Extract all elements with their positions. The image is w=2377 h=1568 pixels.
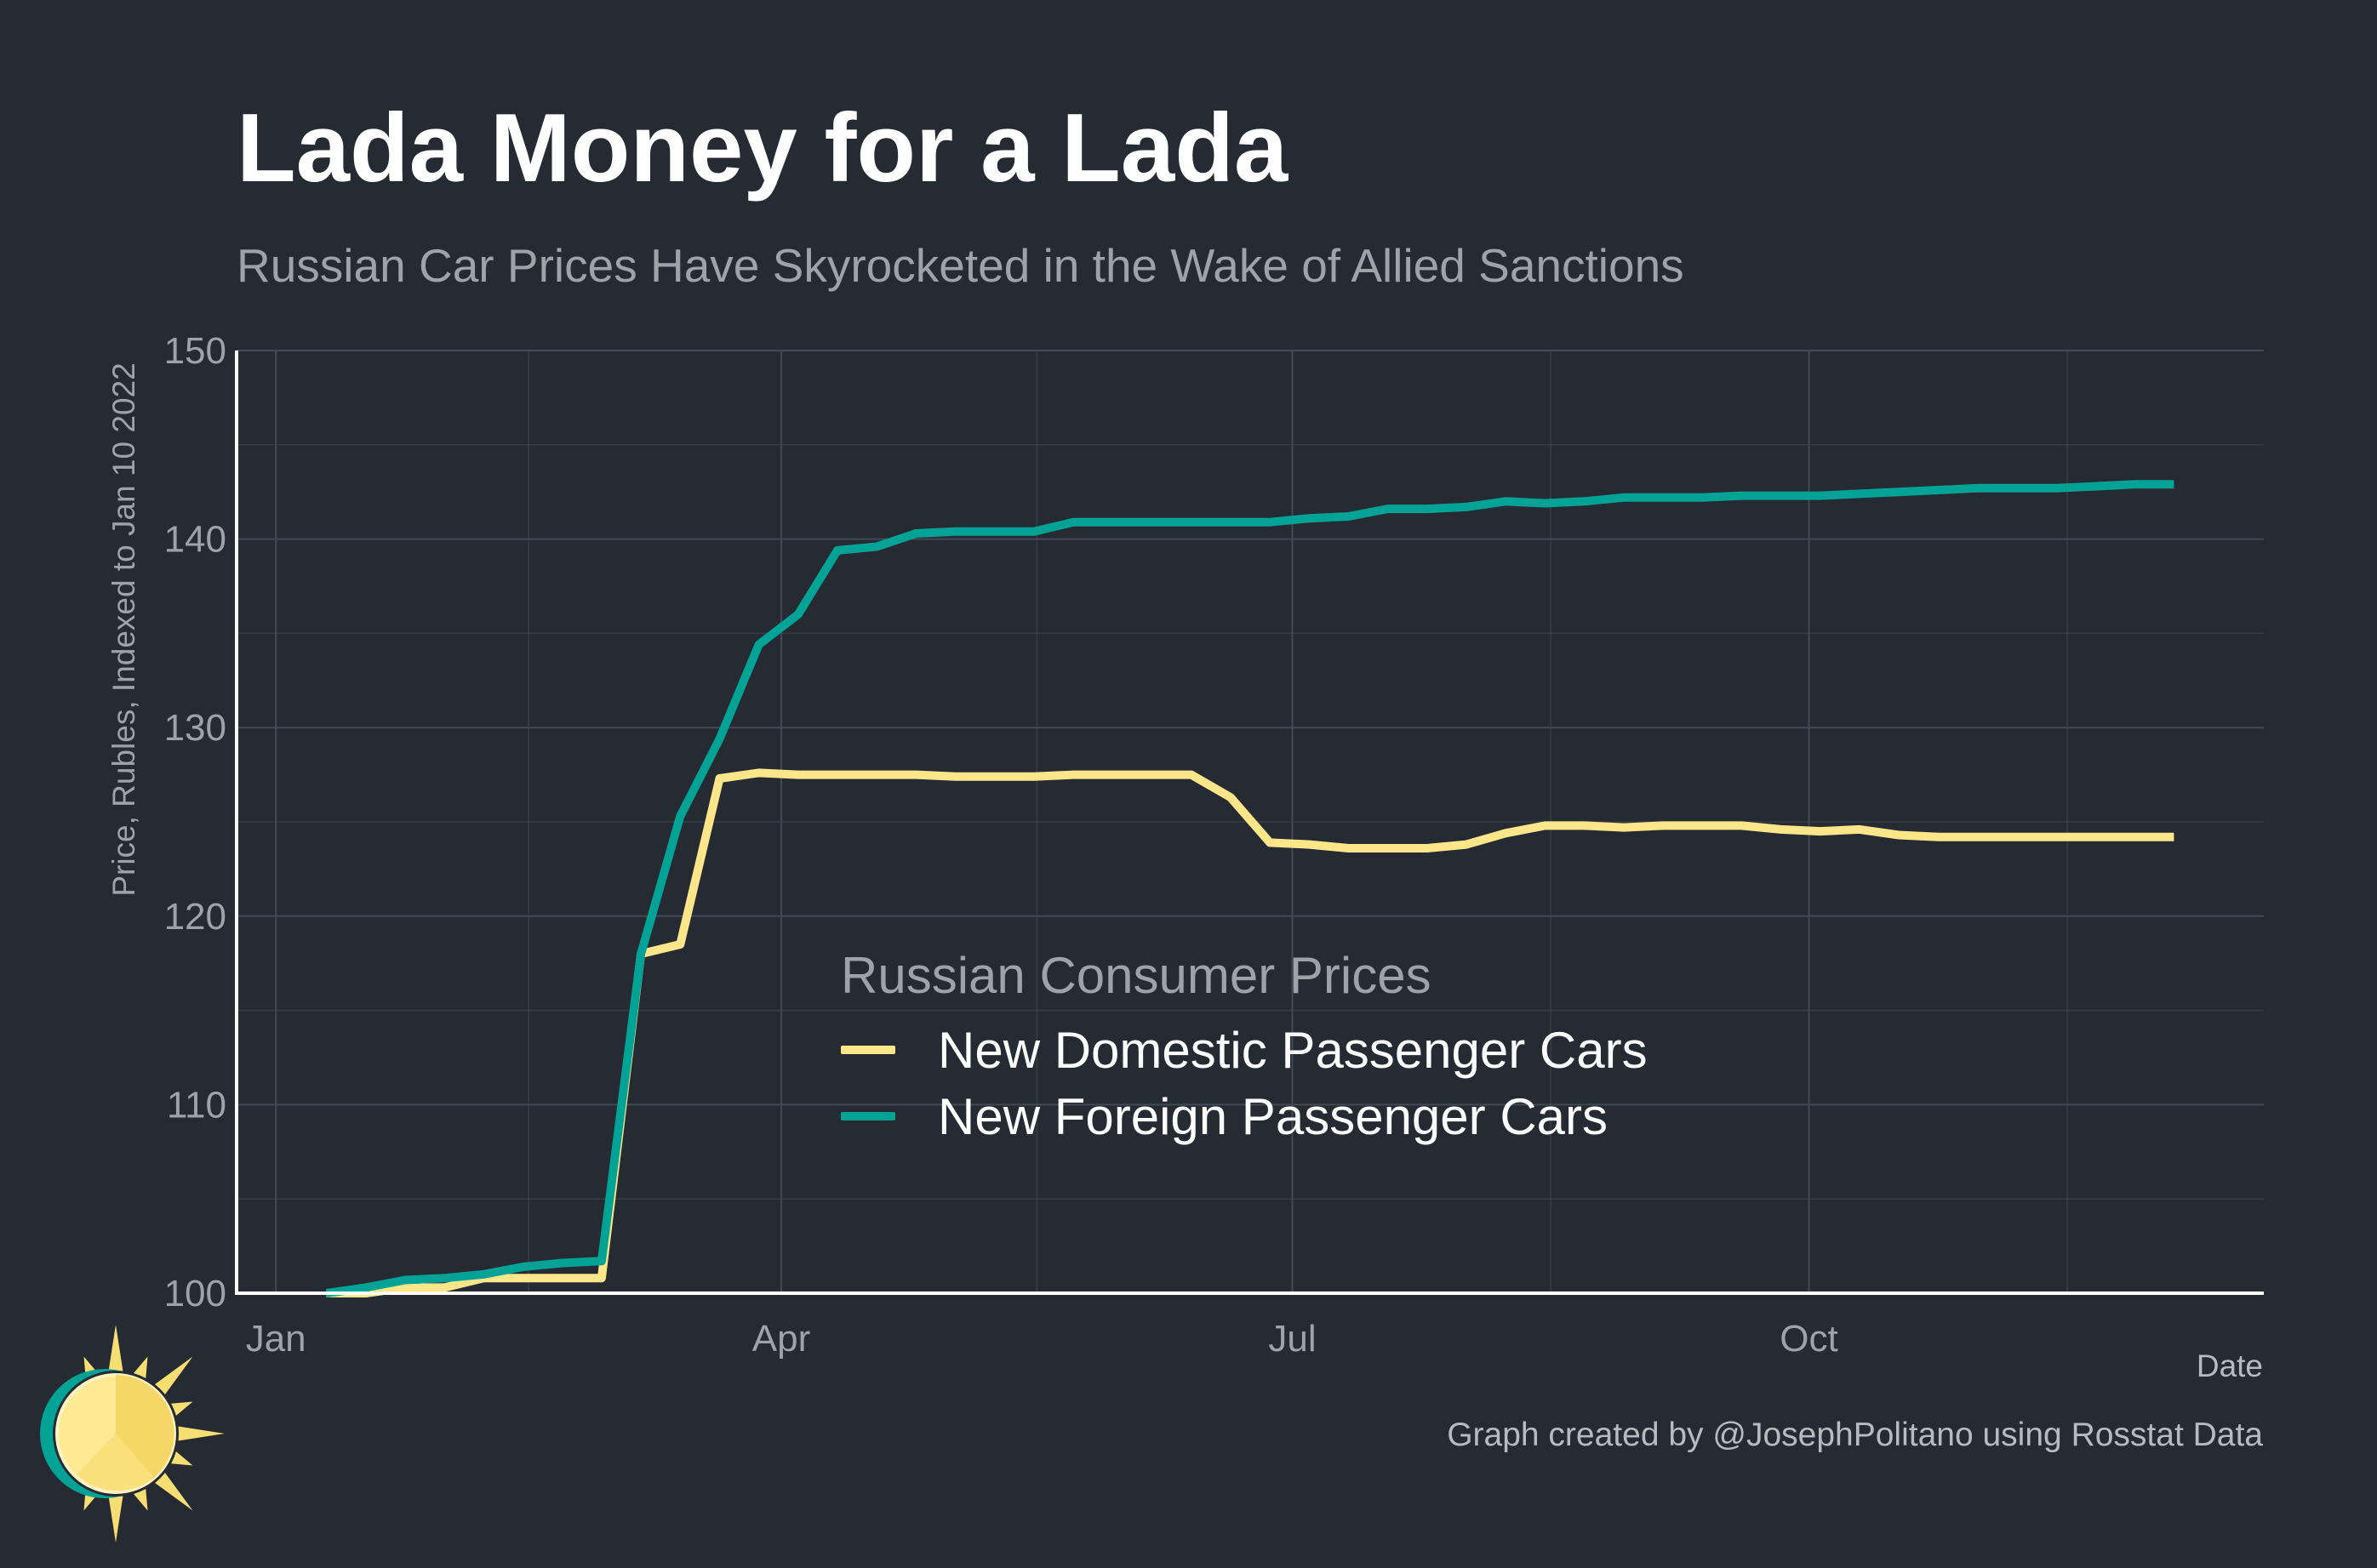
y-tick-label: 120 — [164, 896, 226, 938]
x-tick-label: Jul — [1268, 1318, 1316, 1360]
legend-label-domestic: New Domestic Passenger Cars — [938, 1021, 1648, 1079]
series-lines — [325, 480, 2174, 1297]
chart-subtitle: Russian Car Prices Have Skyrocketed in t… — [237, 239, 1684, 292]
x-axis-title: Date — [2196, 1348, 2263, 1383]
x-tick-label: Jan — [246, 1318, 306, 1360]
chart-title: Lada Money for a Lada — [237, 94, 1288, 202]
legend-label-foreign: New Foreign Passenger Cars — [938, 1087, 1608, 1145]
sun-ray — [107, 1492, 124, 1542]
x-tick-label: Oct — [1780, 1318, 1837, 1360]
source-caption: Graph created by @JosephPolitano using R… — [1447, 1417, 2263, 1453]
x-tick-label: Apr — [752, 1318, 810, 1360]
sun-ray — [151, 1356, 193, 1398]
legend-title: Russian Consumer Prices — [841, 947, 1431, 1004]
sun-ray — [174, 1425, 225, 1442]
y-tick-label: 110 — [167, 1084, 226, 1126]
y-tick-label: 100 — [164, 1273, 226, 1314]
x-tick-labels: Jan Apr Jul Oct — [246, 1318, 1838, 1360]
series-line-foreign — [325, 480, 2174, 1297]
legend-item-domestic: New Domestic Passenger Cars — [841, 1017, 1648, 1083]
legend: Russian Consumer Prices New Domestic Pas… — [841, 946, 1648, 1149]
major-gridlines — [237, 350, 2264, 1294]
y-tick-label: 130 — [164, 707, 226, 749]
y-tick-label: 140 — [164, 519, 226, 561]
sun-ray — [107, 1325, 124, 1375]
legend-swatch-foreign — [841, 1112, 895, 1120]
legend-item-foreign: New Foreign Passenger Cars — [841, 1083, 1648, 1149]
sun-ray — [151, 1469, 193, 1511]
legend-swatch-domestic — [841, 1046, 895, 1054]
sun-logo-icon — [40, 1325, 225, 1542]
y-tick-labels: 100 110 120 130 140 150 — [164, 330, 226, 1314]
y-tick-label: 150 — [164, 330, 226, 372]
